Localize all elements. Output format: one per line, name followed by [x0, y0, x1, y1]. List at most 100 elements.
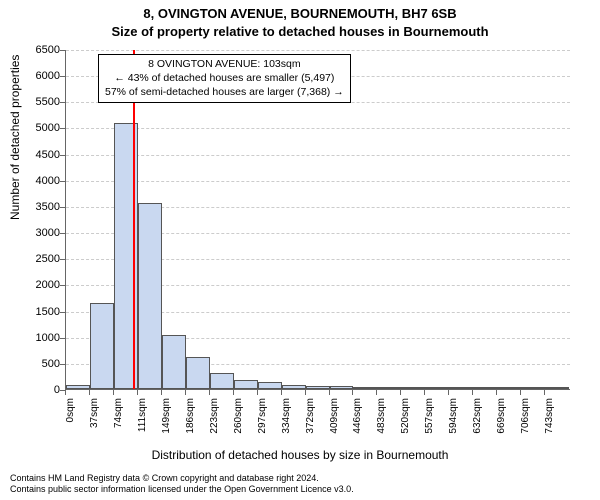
- xtick-label: 74sqm: [113, 398, 124, 453]
- ytick-mark: [60, 364, 65, 365]
- ytick-mark: [60, 259, 65, 260]
- xtick-label: 297sqm: [257, 398, 268, 453]
- title-line-2: Size of property relative to detached ho…: [0, 24, 600, 39]
- ytick-label: 4500: [5, 149, 60, 161]
- gridline: [66, 155, 570, 156]
- xtick-mark: [137, 390, 138, 395]
- x-axis-label: Distribution of detached houses by size …: [0, 448, 600, 462]
- xtick-mark: [113, 390, 114, 395]
- histogram-bar: [497, 387, 521, 389]
- xtick-label: 483sqm: [376, 398, 387, 453]
- ytick-label: 6500: [5, 44, 60, 56]
- ytick-mark: [60, 50, 65, 51]
- ytick-mark: [60, 207, 65, 208]
- histogram-bar: [258, 382, 282, 389]
- ytick-label: 6000: [5, 70, 60, 82]
- xtick-label: 743sqm: [544, 398, 555, 453]
- annotation-box: 8 OVINGTON AVENUE: 103sqm ← 43% of detac…: [98, 54, 351, 103]
- xtick-label: 372sqm: [305, 398, 316, 453]
- gridline: [66, 128, 570, 129]
- xtick-label: 557sqm: [424, 398, 435, 453]
- xtick-label: 520sqm: [400, 398, 411, 453]
- xtick-mark: [496, 390, 497, 395]
- xtick-mark: [448, 390, 449, 395]
- histogram-bar: [401, 387, 425, 389]
- xtick-mark: [65, 390, 66, 395]
- ytick-label: 1500: [5, 306, 60, 318]
- histogram-bar: [210, 373, 234, 389]
- xtick-label: 0sqm: [65, 398, 76, 453]
- ytick-mark: [60, 128, 65, 129]
- xtick-mark: [185, 390, 186, 395]
- histogram-bar: [162, 335, 186, 389]
- ytick-label: 5000: [5, 122, 60, 134]
- histogram-bar: [138, 203, 162, 389]
- footer-line-1: Contains HM Land Registry data © Crown c…: [10, 473, 354, 485]
- ytick-label: 0: [5, 384, 60, 396]
- histogram-bar: [353, 387, 377, 389]
- histogram-bar: [449, 387, 473, 389]
- xtick-label: 149sqm: [161, 398, 172, 453]
- histogram-bar: [330, 386, 354, 389]
- xtick-mark: [257, 390, 258, 395]
- annotation-line-1: 8 OVINGTON AVENUE: 103sqm: [105, 57, 344, 71]
- xtick-label: 446sqm: [352, 398, 363, 453]
- histogram-bar: [425, 387, 449, 389]
- xtick-label: 186sqm: [185, 398, 196, 453]
- footer-attribution: Contains HM Land Registry data © Crown c…: [10, 473, 354, 496]
- xtick-mark: [472, 390, 473, 395]
- xtick-label: 632sqm: [472, 398, 483, 453]
- footer-line-2: Contains public sector information licen…: [10, 484, 354, 496]
- xtick-label: 669sqm: [496, 398, 507, 453]
- xtick-mark: [329, 390, 330, 395]
- xtick-mark: [281, 390, 282, 395]
- ytick-label: 3500: [5, 201, 60, 213]
- ytick-label: 4000: [5, 175, 60, 187]
- xtick-label: 37sqm: [89, 398, 100, 453]
- xtick-mark: [400, 390, 401, 395]
- histogram-bar: [377, 387, 401, 389]
- histogram-bar: [306, 386, 330, 389]
- xtick-label: 260sqm: [233, 398, 244, 453]
- ytick-label: 2500: [5, 253, 60, 265]
- xtick-label: 334sqm: [281, 398, 292, 453]
- xtick-mark: [352, 390, 353, 395]
- histogram-bar: [90, 303, 114, 389]
- xtick-mark: [161, 390, 162, 395]
- ytick-mark: [60, 233, 65, 234]
- xtick-label: 409sqm: [329, 398, 340, 453]
- gridline: [66, 50, 570, 51]
- title-line-1: 8, OVINGTON AVENUE, BOURNEMOUTH, BH7 6SB: [0, 6, 600, 21]
- histogram-bar: [282, 385, 306, 389]
- histogram-bar: [234, 380, 258, 389]
- xtick-mark: [544, 390, 545, 395]
- ytick-mark: [60, 312, 65, 313]
- ytick-label: 1000: [5, 332, 60, 344]
- ytick-label: 3000: [5, 227, 60, 239]
- histogram-bar: [473, 387, 497, 389]
- ytick-mark: [60, 76, 65, 77]
- xtick-label: 223sqm: [209, 398, 220, 453]
- histogram-bar: [545, 387, 569, 389]
- xtick-label: 706sqm: [520, 398, 531, 453]
- annotation-line-3: 57% of semi-detached houses are larger (…: [105, 85, 344, 99]
- histogram-bar: [186, 357, 210, 389]
- xtick-mark: [424, 390, 425, 395]
- xtick-mark: [89, 390, 90, 395]
- histogram-bar: [521, 387, 545, 389]
- xtick-mark: [520, 390, 521, 395]
- xtick-mark: [305, 390, 306, 395]
- ytick-label: 5500: [5, 96, 60, 108]
- gridline: [66, 181, 570, 182]
- annotation-line-2: ← 43% of detached houses are smaller (5,…: [105, 71, 344, 85]
- histogram-bar: [66, 385, 90, 389]
- xtick-mark: [233, 390, 234, 395]
- ytick-mark: [60, 102, 65, 103]
- ytick-mark: [60, 155, 65, 156]
- xtick-label: 594sqm: [448, 398, 459, 453]
- ytick-mark: [60, 285, 65, 286]
- xtick-mark: [209, 390, 210, 395]
- xtick-label: 111sqm: [137, 398, 148, 453]
- ytick-label: 2000: [5, 279, 60, 291]
- ytick-mark: [60, 181, 65, 182]
